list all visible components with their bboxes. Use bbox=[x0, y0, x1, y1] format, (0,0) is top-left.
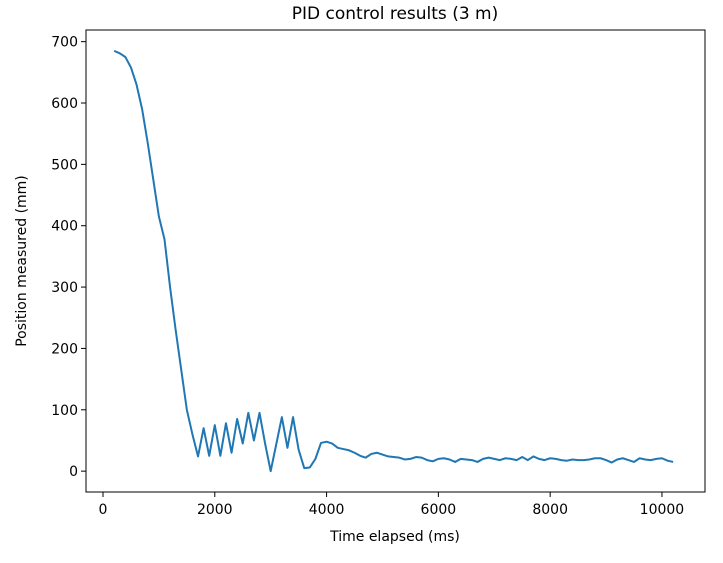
x-tick-label: 4000 bbox=[309, 502, 345, 518]
y-axis-label: Position measured (mm) bbox=[14, 175, 30, 347]
chart-title: PID control results (3 m) bbox=[292, 4, 499, 24]
x-axis-label: Time elapsed (ms) bbox=[329, 529, 460, 545]
x-tick-label: 8000 bbox=[532, 502, 568, 518]
x-tick-label: 2000 bbox=[197, 502, 233, 518]
data-line bbox=[113, 49, 674, 473]
x-tick-label: 6000 bbox=[421, 502, 457, 518]
y-tick-label: 300 bbox=[51, 280, 78, 296]
x-tick-label: 0 bbox=[99, 502, 108, 518]
y-tick-label: 500 bbox=[51, 157, 78, 173]
y-tick-label: 400 bbox=[51, 219, 78, 235]
y-tick-label: 200 bbox=[51, 341, 78, 357]
y-tick-label: 600 bbox=[51, 96, 78, 112]
y-tick-label: 0 bbox=[69, 464, 78, 480]
y-tick-label: 100 bbox=[51, 403, 78, 419]
plot-frame bbox=[85, 29, 706, 493]
y-tick-label: 700 bbox=[51, 35, 78, 51]
x-tick-label: 10000 bbox=[640, 502, 685, 518]
